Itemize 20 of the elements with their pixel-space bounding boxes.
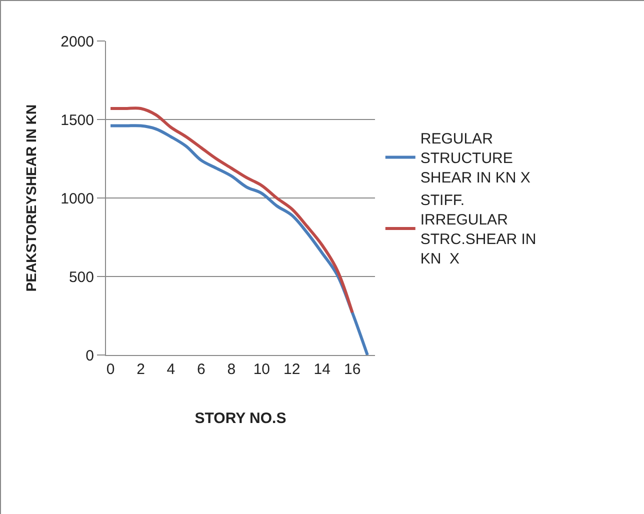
line-series <box>109 106 354 314</box>
x-tick-label: 6 <box>197 361 206 378</box>
legend-label: STIFF. IRREGULAR STRC.SHEAR IN KN X <box>420 192 536 268</box>
y-tick-label: 2000 <box>60 33 94 50</box>
y-tick-label: 1500 <box>60 112 94 129</box>
y-tick-label: 0 <box>86 347 94 364</box>
x-tick-label: 10 <box>253 361 270 378</box>
y-axis-title: PEAKSTOREYSHEAR IN KN <box>23 104 40 292</box>
x-tick-label: 14 <box>314 361 330 378</box>
x-tick-label: 8 <box>227 361 236 378</box>
x-tick-label: 0 <box>106 361 115 378</box>
y-tick-label: 500 <box>68 268 94 286</box>
legend-label: REGULAR STRUCTURE SHEAR IN KN X <box>420 130 530 187</box>
y-tick-label: 1000 <box>60 190 94 208</box>
x-tick-label: 2 <box>136 361 145 378</box>
x-tick-label: 4 <box>166 361 176 378</box>
x-tick-label: 16 <box>344 361 361 378</box>
x-axis-title: STORY NO.S <box>194 410 286 427</box>
line-series <box>109 124 369 355</box>
x-tick-label: 12 <box>284 361 300 378</box>
